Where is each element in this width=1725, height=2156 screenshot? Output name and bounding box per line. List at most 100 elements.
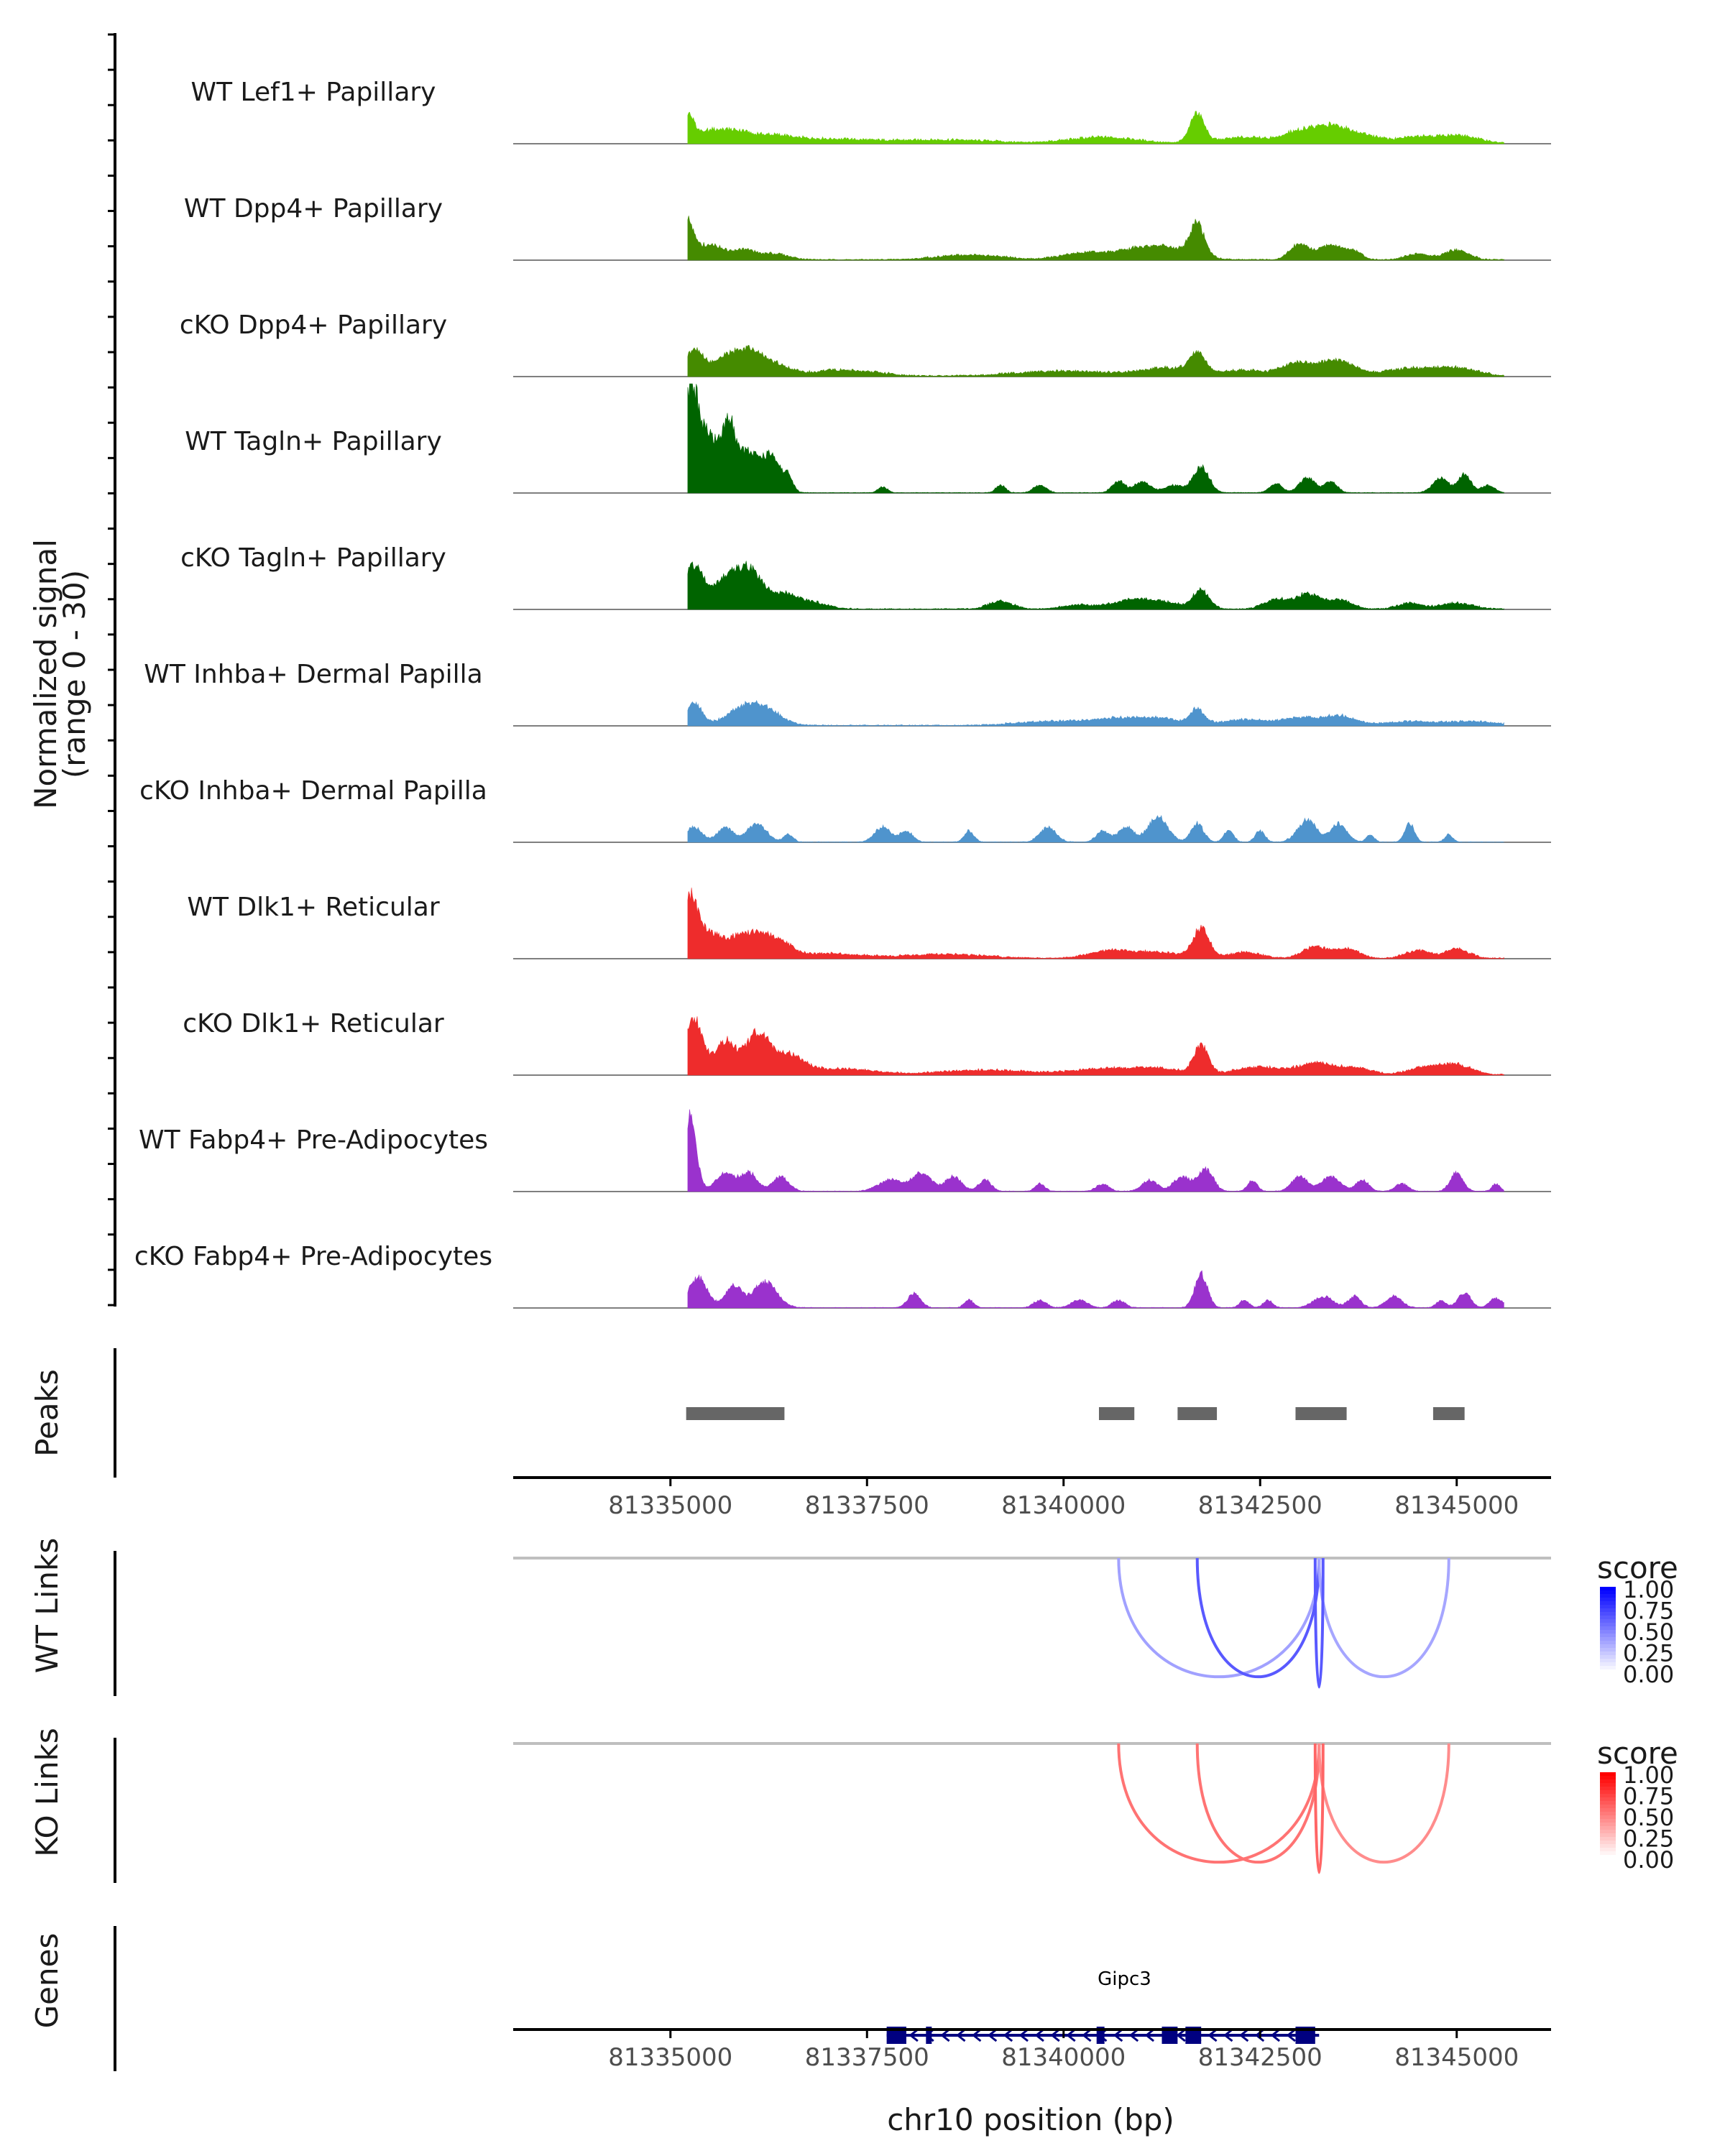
legend-title: score — [1597, 1736, 1678, 1771]
strand-arrow-icon — [1034, 2028, 1044, 2042]
link-arc — [1317, 1743, 1450, 1864]
strand-arrow-icon — [1066, 2028, 1076, 2042]
legend-gradient-step — [1600, 1644, 1616, 1649]
legend-tick-label: 1.00 — [1623, 1761, 1674, 1789]
genes-label: Genes — [29, 1933, 65, 2029]
coverage-panel: WT Lef1+ Papillary WT Dpp4+ Papillary cKO … — [108, 33, 1551, 1309]
strand-arrow-icon — [1238, 2028, 1249, 2042]
gene-exon — [1096, 2027, 1105, 2044]
peak-region — [1432, 1407, 1465, 1420]
coverage-track: WT Inhba+ Dermal Papilla — [144, 660, 1551, 727]
coverage-track: cKO Dpp4+ Papillary — [180, 310, 1551, 377]
gene-name-label: Gipc3 — [1098, 1968, 1151, 1990]
peak-region — [1177, 1407, 1218, 1420]
x-tick-label: 81342500 — [1198, 1491, 1322, 1520]
legend-gradient-step — [1600, 1830, 1616, 1834]
links-panel-ko — [114, 1738, 1551, 1883]
genes-panel: Gipc3 — [114, 1926, 1320, 2071]
links-panel-wt — [114, 1551, 1551, 1696]
legend-gradient-step — [1600, 1651, 1616, 1656]
x-tick-label: 81335000 — [608, 1491, 732, 1520]
wt-links-label: WT Links — [29, 1538, 65, 1673]
coverage-track: cKO Inhba+ Dermal Papilla — [139, 776, 1551, 843]
coverage-area — [687, 1270, 1504, 1309]
legend-tick-label: 0.50 — [1623, 1804, 1674, 1831]
legend-gradient-step — [1600, 1808, 1616, 1812]
track-label: WT Fabp4+ Pre-Adipocytes — [139, 1125, 488, 1155]
legend-tick-label: 0.75 — [1623, 1783, 1674, 1810]
legend-gradient-step — [1600, 1630, 1616, 1634]
strand-arrow-icon — [1286, 2028, 1296, 2042]
x-axis-title: chr10 position (bp) — [887, 2102, 1174, 2137]
track-label: WT Tagln+ Papillary — [185, 427, 442, 456]
link-arc — [1195, 1743, 1321, 1864]
coverage-area — [687, 888, 1504, 959]
peaks-panel — [114, 1348, 1465, 1478]
strand-arrow-icon — [1223, 2028, 1233, 2042]
legend-tick-label: 0.25 — [1623, 1640, 1674, 1667]
legend-gradient-step — [1600, 1841, 1616, 1845]
legend-gradient-step — [1600, 1659, 1616, 1663]
strand-arrow-icon — [908, 2028, 919, 2042]
coverage-track: cKO Tagln+ Papillary — [180, 543, 1551, 610]
strand-arrow-icon — [1050, 2028, 1060, 2042]
legend-tick-label: 0.25 — [1623, 1825, 1674, 1853]
coverage-area — [687, 345, 1504, 377]
legend-gradient-step — [1600, 1794, 1616, 1798]
legend-gradient-step — [1600, 1637, 1616, 1641]
legend-gradient-step — [1600, 1590, 1616, 1595]
legend-title: score — [1597, 1550, 1678, 1585]
strand-arrow-icon — [987, 2028, 998, 2042]
x-tick-label: 81337500 — [805, 2043, 929, 2072]
x-tick-label: 81340000 — [1001, 1491, 1126, 1520]
coverage-area — [687, 561, 1504, 610]
link-arc — [1313, 1743, 1325, 1874]
link-arc — [1317, 1557, 1450, 1678]
strand-arrow-icon — [1113, 2028, 1123, 2042]
peak-region — [1295, 1407, 1347, 1420]
peak-region — [1098, 1407, 1135, 1420]
coverage-area — [687, 1016, 1504, 1076]
legend-gradient-step — [1600, 1612, 1616, 1616]
legend-gradient-step — [1600, 1833, 1616, 1838]
track-label: WT Dlk1+ Reticular — [187, 893, 439, 922]
legend-tick-label: 0.50 — [1623, 1618, 1674, 1646]
x-tick-label: 81345000 — [1394, 2043, 1519, 2072]
legend-gradient-step — [1600, 1826, 1616, 1830]
legend-gradient-step — [1600, 1634, 1616, 1638]
track-label: cKO Tagln+ Papillary — [180, 543, 446, 573]
x-tick-label: 81345000 — [1394, 1491, 1519, 1520]
coverage-area — [687, 383, 1504, 494]
legend-gradient-step — [1600, 1648, 1616, 1652]
x-axis-bottom: 81335000 81337500 81340000 81342500 81345000 — [513, 2028, 1551, 2072]
coverage-track: WT Fabp4+ Pre-Adipocytes — [139, 1109, 1551, 1192]
strand-arrow-icon — [972, 2028, 982, 2042]
legend-gradient-step — [1600, 1772, 1616, 1777]
link-arc — [1195, 1557, 1321, 1678]
link-arc — [1117, 1557, 1321, 1678]
legend-gradient-step — [1600, 1641, 1616, 1645]
legend-tick-label: 0.75 — [1623, 1598, 1674, 1625]
legend-tick-label: 1.00 — [1623, 1576, 1674, 1603]
legend-gradient-step — [1600, 1855, 1616, 1859]
legend-gradient-step — [1600, 1815, 1616, 1820]
legend-gradient-step — [1600, 1851, 1616, 1856]
legend-tick-label: 0.00 — [1623, 1661, 1674, 1688]
legend-gradient-step — [1600, 1848, 1616, 1852]
coverage-ylabel-line1: Normalized signal — [28, 539, 63, 809]
legend-gradient-step — [1600, 1819, 1616, 1823]
coverage-track: WT Lef1+ Papillary — [191, 78, 1551, 144]
track-label: WT Lef1+ Papillary — [191, 78, 436, 107]
x-tick-label: 81335000 — [608, 2043, 732, 2072]
legend-gradient-step — [1600, 1790, 1616, 1795]
coverage-track: cKO Dlk1+ Reticular — [183, 1009, 1551, 1076]
legend-gradient-step — [1600, 1587, 1616, 1591]
legend-gradient-step — [1600, 1844, 1616, 1848]
track-label: cKO Dlk1+ Reticular — [183, 1009, 444, 1038]
legend-gradient-step — [1600, 1655, 1616, 1659]
strand-arrow-icon — [1018, 2028, 1029, 2042]
track-label: cKO Inhba+ Dermal Papilla — [139, 776, 487, 806]
